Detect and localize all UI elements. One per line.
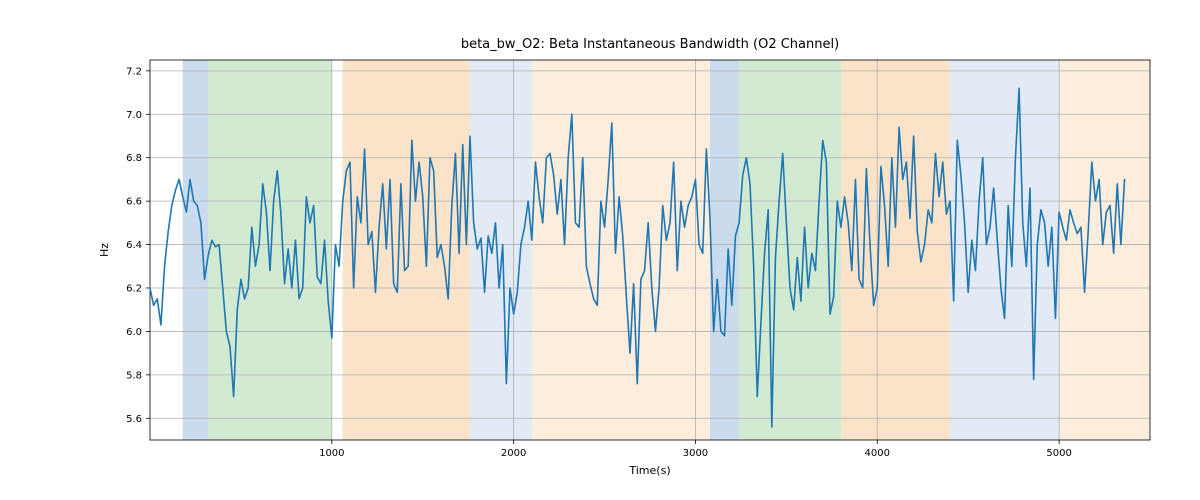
region-band bbox=[739, 60, 841, 440]
y-tick-label: 5.8 bbox=[126, 370, 142, 381]
x-tick-label: 2000 bbox=[501, 448, 526, 459]
region-band bbox=[183, 60, 208, 440]
region-band bbox=[208, 60, 332, 440]
y-tick-label: 6.8 bbox=[126, 153, 142, 164]
chart-title: beta_bw_O2: Beta Instantaneous Bandwidth… bbox=[461, 37, 839, 52]
x-tick-label: 5000 bbox=[1046, 448, 1071, 459]
region-band bbox=[470, 60, 532, 440]
x-tick-label: 4000 bbox=[865, 448, 890, 459]
x-tick-label: 1000 bbox=[319, 448, 344, 459]
y-tick-label: 6.6 bbox=[126, 197, 142, 208]
region-band bbox=[532, 60, 710, 440]
y-tick-label: 6.4 bbox=[126, 240, 142, 251]
region-band bbox=[343, 60, 470, 440]
y-tick-label: 6.2 bbox=[126, 284, 142, 295]
chart-svg: 1000 2000 3000 4000 5000 5.6 5.8 6.0 6.2 6.4 6.6 6.… bbox=[0, 0, 1200, 500]
y-tick-label: 5.6 bbox=[126, 414, 142, 425]
region-band bbox=[1059, 60, 1150, 440]
y-tick-label: 7.0 bbox=[126, 110, 142, 121]
chart-container: 1000 2000 3000 4000 5000 5.6 5.8 6.0 6.2 6.4 6.6 6.… bbox=[0, 0, 1200, 500]
y-tick-label: 7.2 bbox=[126, 66, 142, 77]
y-axis-label: Hz bbox=[98, 243, 111, 257]
x-axis-label: Time(s) bbox=[628, 464, 670, 477]
y-tick-label: 6.0 bbox=[126, 327, 142, 338]
x-tick-label: 3000 bbox=[683, 448, 708, 459]
